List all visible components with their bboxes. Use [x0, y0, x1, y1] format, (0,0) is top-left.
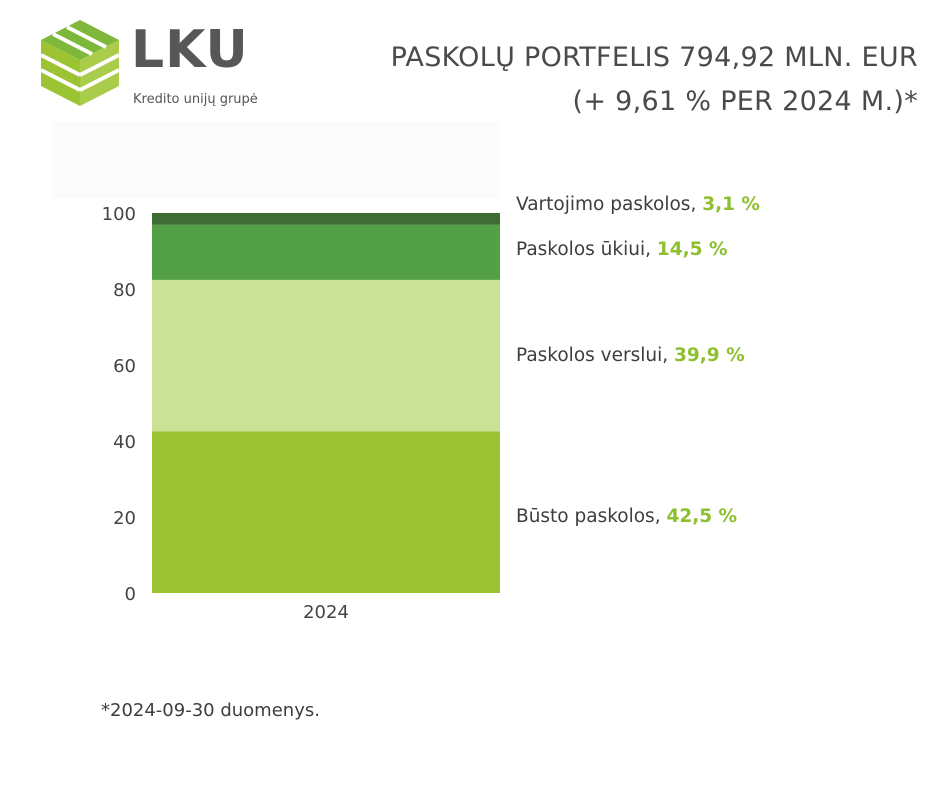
x-axis-tick-labels: 2024: [303, 602, 349, 623]
chart-title: PASKOLŲ PORTFELIS 794,92 MLN. EUR (+ 9,6…: [391, 36, 918, 124]
y-tick-label-100: 100: [102, 204, 136, 225]
logo-tagline: Kredito unijų grupė: [133, 92, 258, 107]
chart-title-line-2: (+ 9,61 % PER 2024 M.)*: [572, 86, 918, 117]
bar-stack: [152, 213, 500, 593]
y-tick-label-60: 60: [113, 356, 136, 377]
bar-segment-1: [152, 431, 500, 593]
legend-verslui-value: 39,9 %: [674, 345, 745, 366]
bar-segment-4: [152, 213, 500, 225]
y-tick-label-0: 0: [125, 584, 136, 605]
legend-verslui-name: Paskolos verslui: [516, 345, 663, 366]
legend-busto-value: 42,5 %: [666, 506, 738, 527]
legend-busto: Būsto paskolos, 42,5 %: [516, 506, 738, 527]
bar-segment-2: [152, 279, 500, 432]
bar-segment-3: [152, 224, 500, 280]
y-axis-tick-labels: 0 20 40 60 80 100: [102, 204, 136, 605]
y-tick-label-80: 80: [113, 280, 136, 301]
legend-vartojimo: Vartojimo paskolos, 3,1 %: [516, 194, 760, 215]
legend-ukiui-value: 14,5 %: [656, 239, 728, 260]
logo-wordmark: LKU: [131, 20, 249, 80]
lku-cube-icon: [40, 20, 120, 106]
x-tick-label-2024: 2024: [303, 602, 349, 623]
y-tick-label-20: 20: [113, 508, 136, 529]
legend-busto-name: Būsto paskolos: [516, 506, 655, 527]
chart-title-line-1: PASKOLŲ PORTFELIS 794,92 MLN. EUR: [390, 42, 918, 73]
plot-top-shade: [52, 122, 500, 198]
legend-vartojimo-value: 3,1 %: [702, 194, 760, 215]
y-tick-label-40: 40: [113, 432, 136, 453]
legend-verslui: Paskolos verslui, 39,9 %: [516, 345, 745, 366]
footnote: *2024-09-30 duomenys.: [101, 700, 320, 721]
legend-ukiui-name: Paskolos ūkiui: [516, 239, 646, 260]
legend-vartojimo-name: Vartojimo paskolos: [516, 194, 691, 215]
lku-logo: LKU Kredito unijų grupė: [35, 18, 275, 113]
legend-ukiui: Paskolos ūkiui, 14,5 %: [516, 239, 728, 260]
